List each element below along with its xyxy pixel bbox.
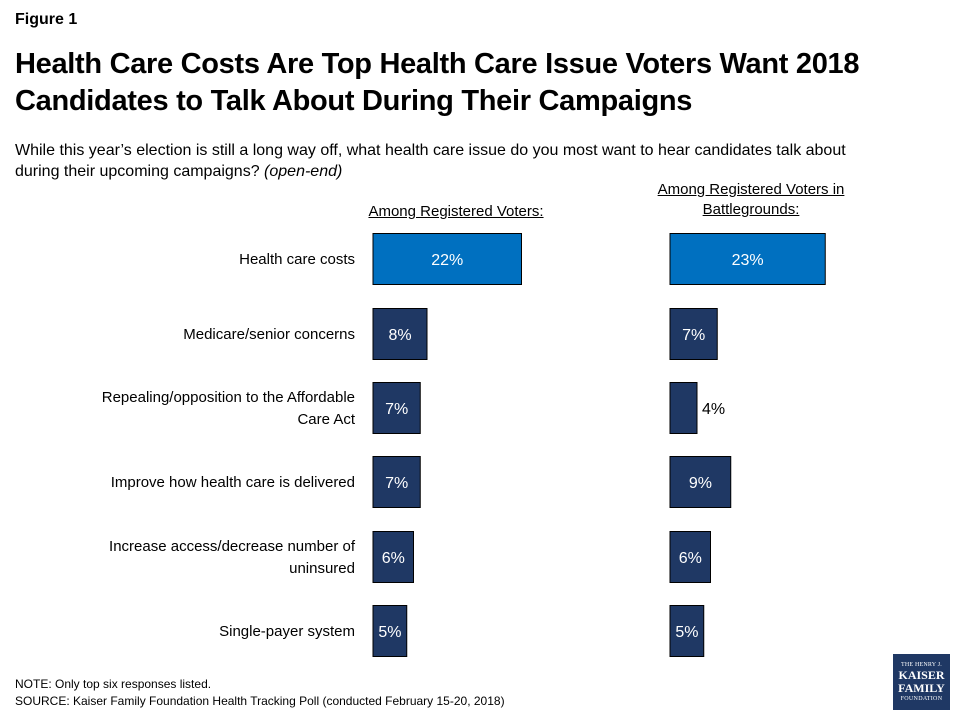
- data-label-registered: 5%: [378, 624, 401, 641]
- bar-registered: [372, 382, 421, 434]
- category-label-line: Single-payer system: [219, 623, 355, 640]
- panel-title-battlegrounds-line2: Battlegrounds:: [702, 201, 800, 218]
- category-label: Health care costs: [239, 251, 355, 268]
- bar-battlegrounds: [669, 605, 705, 657]
- subtitle-open-end: (open-end): [264, 163, 343, 180]
- chart-title: Health Care Costs Are Top Health Care Is…: [15, 48, 860, 117]
- bar-registered: [372, 233, 522, 285]
- chart-subtitle: While this year’s election is still a lo…: [15, 140, 855, 182]
- bar-battlegrounds: [669, 308, 718, 360]
- bar-registered: [372, 456, 421, 508]
- category-label: Single-payer system: [219, 623, 355, 640]
- panel-title-registered-voters: Among Registered Voters:: [368, 203, 544, 220]
- bar-battlegrounds: [669, 531, 711, 583]
- bar-registered: [372, 531, 414, 583]
- category-label-line: Improve how health care is delivered: [111, 474, 355, 491]
- figure-label: Figure 1: [15, 11, 78, 28]
- bar-battlegrounds: [669, 382, 698, 434]
- panel-title-battlegrounds-line1: Among Registered Voters in: [657, 181, 845, 198]
- data-label-registered: 7%: [385, 475, 408, 492]
- data-label-registered: 6%: [382, 550, 405, 567]
- category-label-line: Increase access/decrease number of: [109, 538, 356, 555]
- data-label-battlegrounds: 6%: [679, 550, 702, 567]
- source-text: SOURCE: Kaiser Family Foundation Health …: [15, 694, 505, 708]
- category-label-line: Repealing/opposition to the Affordable: [102, 389, 355, 406]
- bar-battlegrounds: [669, 456, 732, 508]
- logo-line-2: KAISER: [898, 668, 945, 682]
- category-label-line: Medicare/senior concerns: [183, 326, 355, 343]
- data-label-registered: 8%: [388, 327, 411, 344]
- panel-title-battlegrounds: Among Registered Voters in Battlegrounds…: [630, 180, 872, 220]
- category-label: Repealing/opposition to the Affordable Ca…: [102, 389, 356, 428]
- subtitle-text: While this year’s election is still a lo…: [15, 142, 846, 180]
- category-label-line: Care Act: [297, 411, 355, 428]
- category-label: Medicare/senior concerns: [183, 326, 355, 343]
- data-label-battlegrounds: 9%: [689, 475, 712, 492]
- bar-battlegrounds: [669, 233, 826, 285]
- note-text: NOTE: Only top six responses listed.: [15, 677, 212, 691]
- data-label-registered: 22%: [431, 252, 463, 269]
- data-label-battlegrounds: 5%: [675, 624, 698, 641]
- logo-line-3: FAMILY: [898, 681, 945, 695]
- category-label-line: Health care costs: [239, 251, 355, 268]
- logo-line-4: FOUNDATION: [900, 696, 943, 702]
- data-label-battlegrounds: 4%: [702, 401, 725, 418]
- category-label-line: uninsured: [289, 560, 355, 577]
- bar-registered: [372, 308, 428, 360]
- data-label-battlegrounds: 23%: [732, 252, 764, 269]
- logo-line-1: THE HENRY J.: [900, 662, 942, 668]
- data-label-battlegrounds: 7%: [682, 327, 705, 344]
- bar-registered: [372, 605, 408, 657]
- category-label: Improve how health care is delivered: [111, 474, 355, 491]
- kff-logo: THE HENRY J. KAISER FAMILY FOUNDATION: [893, 654, 950, 710]
- data-label-registered: 7%: [385, 401, 408, 418]
- category-label: Increase access/decrease number of uninsu…: [109, 538, 356, 577]
- footnote: NOTE: Only top six responses listed. SOU…: [15, 676, 505, 710]
